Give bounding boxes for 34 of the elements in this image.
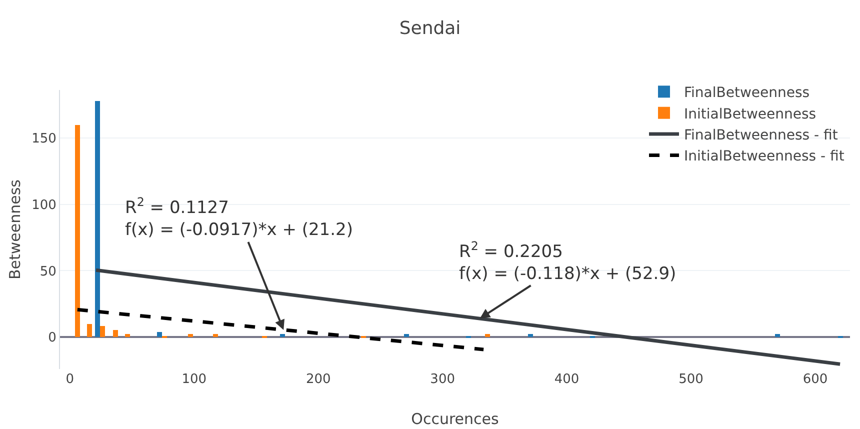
legend-label: FinalBetweenness - fit bbox=[684, 128, 838, 144]
legend-label: FinalBetweenness bbox=[684, 85, 810, 102]
bar bbox=[95, 101, 100, 337]
bar bbox=[775, 334, 780, 337]
x-tick-label: 400 bbox=[554, 372, 580, 387]
bar bbox=[113, 330, 118, 337]
legend-label: InitialBetweenness - fit bbox=[684, 148, 845, 165]
y-tick-label: 100 bbox=[32, 198, 56, 213]
bar bbox=[404, 334, 409, 337]
bar bbox=[485, 334, 490, 337]
x-tick-label: 500 bbox=[678, 372, 704, 387]
bar bbox=[280, 334, 285, 337]
x-tick-label: 0 bbox=[66, 372, 74, 387]
bar bbox=[157, 332, 162, 337]
x-tick-label: 300 bbox=[430, 372, 455, 387]
annotation: R$^{2}$ = 0.2205 f(x) = (-0.118)*x + (52.9) bbox=[459, 239, 676, 284]
bar bbox=[188, 334, 193, 337]
x-tick-label: 200 bbox=[306, 372, 331, 387]
bar bbox=[213, 334, 218, 337]
bar bbox=[100, 326, 105, 337]
chart-title: Sendai bbox=[399, 18, 461, 40]
bar bbox=[125, 334, 130, 337]
bar bbox=[87, 324, 92, 337]
legend-label: InitialBetweenness bbox=[684, 106, 816, 122]
bar bbox=[75, 125, 80, 337]
x-tick-label: 600 bbox=[802, 372, 828, 387]
annotation: R$^{2}$ = 0.1127 f(x) = (-0.0917)*x + (21.2) bbox=[125, 195, 353, 240]
y-tick-label: 0 bbox=[48, 330, 56, 346]
x-axis-title: Occurences bbox=[411, 410, 500, 428]
y-tick-label: 50 bbox=[40, 264, 56, 280]
y-axis-title: Betweenness bbox=[6, 179, 24, 280]
y-tick-label: 150 bbox=[32, 131, 56, 146]
bar bbox=[528, 334, 533, 337]
x-tick-label: 100 bbox=[182, 372, 207, 387]
